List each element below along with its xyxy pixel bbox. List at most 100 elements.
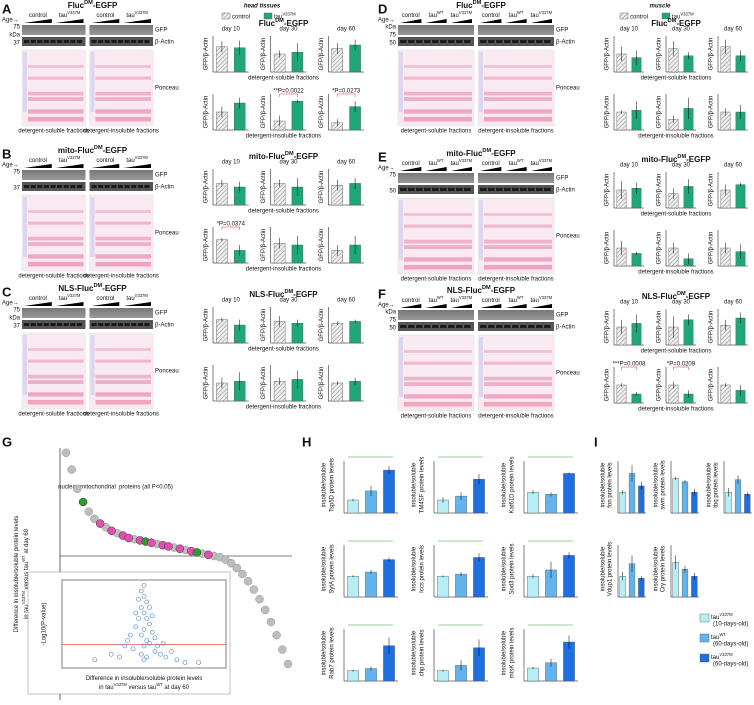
ponceau-band — [484, 361, 552, 365]
text-part: WT — [719, 632, 726, 637]
bar — [347, 499, 359, 514]
volcano-point — [147, 605, 152, 610]
text-part: control — [402, 13, 420, 19]
age-label: Age→ — [378, 303, 395, 309]
day-label: day 30 — [279, 27, 298, 33]
ponceau-band — [95, 236, 151, 241]
text-part: WT — [437, 158, 444, 163]
age-ramp — [425, 167, 447, 171]
band — [432, 188, 439, 191]
y-axis-label: Tsp5D protein levels — [330, 458, 336, 512]
y-axis-label: insoluble/soluble — [601, 462, 607, 507]
y-axis-label: insoluble/soluble — [412, 630, 418, 675]
volcano-point — [147, 621, 152, 627]
y-axis-label: insoluble/soluble — [502, 630, 508, 675]
band-label: GFP — [556, 28, 568, 34]
text-part: V337M — [21, 591, 26, 605]
text-part: WT — [437, 295, 444, 300]
text-part: mito-Fluc — [58, 146, 95, 155]
protein-point — [255, 594, 264, 604]
volcano-point — [128, 632, 133, 638]
gfp-blot — [89, 25, 153, 35]
band — [57, 40, 63, 43]
text-part: tau — [509, 161, 517, 167]
text-part: -EGFP — [103, 146, 128, 155]
y-axis-label: insoluble/soluble — [322, 462, 328, 507]
ponceau-band — [95, 374, 151, 379]
group-label: control — [402, 298, 420, 304]
age-ramp — [450, 167, 472, 171]
ponceau-band — [404, 361, 472, 365]
text-part: tau — [531, 13, 539, 19]
ponceau — [89, 332, 154, 410]
fraction-label: detergent-soluble fractions — [641, 212, 712, 218]
band — [57, 185, 63, 188]
text-part: V337M — [459, 158, 473, 163]
blot-title: mito-FlucDM-EGFP — [446, 148, 516, 158]
y-axis-label: insoluble/soluble — [601, 546, 607, 591]
fraction-label: detergent-soluble fractions — [18, 412, 89, 418]
band — [488, 325, 495, 328]
text-part: WT — [21, 555, 26, 562]
text-part: control — [96, 158, 114, 164]
protein-point — [73, 484, 82, 494]
x-axis-label: Difference in insoluble/soluble protein … — [86, 676, 203, 682]
protein-point — [95, 519, 105, 528]
ponceau-band — [484, 350, 552, 353]
y-axis-label: GFP/β-Actin — [709, 311, 715, 344]
ladder — [479, 200, 483, 260]
bar — [631, 253, 642, 267]
band — [124, 323, 130, 326]
band — [408, 40, 415, 43]
y-axis-label: GFP/β-Actin — [709, 369, 715, 402]
volcano-point — [138, 632, 144, 638]
y-axis-label: GFP/β-Actin — [204, 367, 210, 400]
text-part: control — [482, 13, 500, 19]
age-label: Age→ — [378, 18, 395, 24]
volcano-point — [149, 629, 155, 635]
chart-title: NLS-FlucDM-EGFP — [249, 289, 318, 299]
ponceau-band — [404, 382, 472, 386]
band-label: GFP — [556, 313, 568, 319]
ponceau-band — [28, 221, 84, 225]
protein-point — [249, 585, 259, 594]
day-label: day 10 — [620, 27, 639, 33]
text-part: Difference in insoluble/soluble protein … — [86, 676, 203, 682]
ponceau-band — [404, 239, 472, 244]
ladder — [90, 197, 95, 257]
ponceau-band — [95, 392, 151, 397]
ponceau-band — [484, 264, 552, 270]
age-ramp — [24, 302, 52, 306]
band — [528, 188, 535, 191]
bar — [527, 576, 539, 598]
bar — [216, 239, 228, 264]
band-label: β-Actin — [556, 325, 575, 331]
band — [512, 325, 519, 328]
volcano-point — [138, 651, 144, 657]
kda-label: 37 — [13, 41, 20, 47]
fraction-label: detergent-soluble fractions — [248, 347, 319, 353]
band — [544, 325, 551, 328]
y-axis-label: swm protein levels — [661, 460, 667, 509]
band — [124, 40, 130, 43]
y-axis-label: GFP/β-Actin — [204, 96, 210, 129]
age-ramp — [505, 304, 527, 308]
band — [496, 188, 503, 191]
ponceau — [21, 194, 86, 272]
gfp-blot — [22, 308, 86, 318]
text-part: -EGFP — [686, 155, 711, 164]
y-axis-label: GFP/β-Actin — [605, 174, 611, 207]
band — [63, 185, 69, 188]
text-part: WT — [517, 158, 524, 163]
blot-title: FlucDM-EGFP — [68, 0, 118, 10]
protein-point — [266, 617, 276, 627]
y-axis-label: Sod3 protein levels — [510, 543, 516, 594]
bar — [365, 571, 377, 598]
gfp-blot — [398, 173, 474, 183]
ponceau-band — [28, 392, 84, 397]
text-part: tau — [59, 296, 67, 302]
fraction-label: detergent-insoluble fractions — [84, 412, 159, 418]
band — [91, 323, 97, 326]
text-part: V337M — [539, 158, 553, 163]
text-part: -EGFP — [481, 1, 506, 10]
